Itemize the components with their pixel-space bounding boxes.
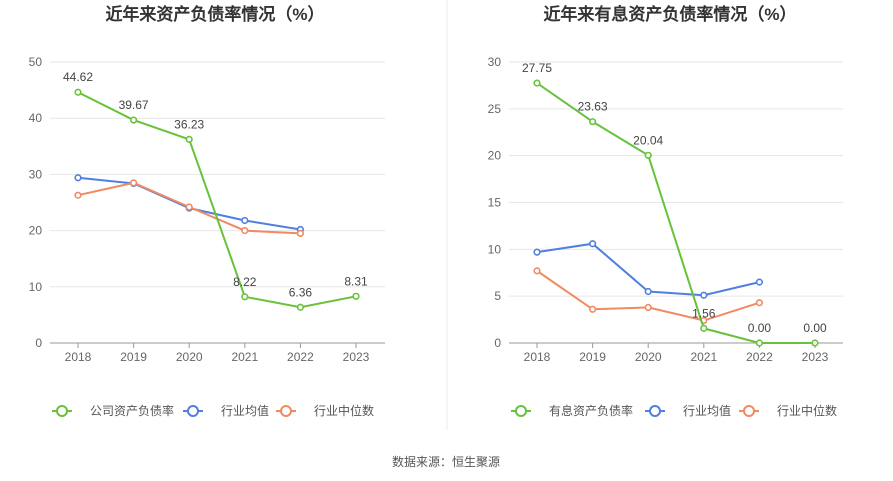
data-point-2 [296, 229, 305, 238]
legend-label-0: 有息资产负债率 [549, 403, 633, 418]
data-point-0 [241, 293, 249, 301]
data-label: 6.36 [289, 285, 313, 299]
data-label: 23.63 [578, 100, 608, 114]
y-tick-label: 0 [494, 336, 501, 350]
legend-label-0: 公司资产负债率 [90, 403, 174, 418]
x-tick-label: 2019 [579, 350, 606, 364]
legend-marker-0 [515, 405, 527, 417]
y-tick-label: 30 [488, 55, 502, 69]
data-point-0 [352, 292, 360, 300]
y-tick-label: 10 [488, 242, 502, 256]
legend-marker-1 [187, 405, 199, 417]
data-label: 8.22 [233, 275, 257, 289]
legend-marker-1 [649, 405, 661, 417]
data-point-0 [185, 135, 193, 143]
data-point-0 [755, 339, 764, 347]
chart-interest-debt-ratio: 近年来有息资产负债率情况（%） 0 5 10 15 20 25 30 2018 2019 2020 2… [488, 4, 843, 418]
data-point-0 [588, 118, 597, 126]
data-point-2 [755, 299, 764, 307]
y-tick-label: 20 [29, 224, 43, 238]
data-label: 44.62 [63, 70, 93, 84]
data-point-1 [533, 248, 541, 256]
y-tick-label: 15 [488, 196, 502, 210]
data-source: 数据来源：恒生聚源 [392, 454, 500, 469]
x-tick-label: 2023 [802, 350, 829, 364]
legend-label-1: 行业均值 [221, 403, 269, 418]
x-tick-label: 2022 [287, 350, 314, 364]
x-tick-label: 2022 [746, 350, 773, 364]
data-point-1 [588, 240, 597, 248]
legend-marker-2 [280, 405, 292, 417]
series-line-1 [536, 242, 760, 297]
data-point-0 [644, 151, 652, 159]
x-tick-label: 2018 [65, 350, 92, 364]
y-tick-label: 50 [29, 55, 43, 69]
x-tick-label: 2018 [524, 350, 551, 364]
data-point-0 [130, 116, 138, 124]
data-point-2 [185, 203, 193, 211]
y-tick-label: 25 [488, 102, 502, 116]
x-tick-label: 2021 [690, 350, 717, 364]
data-label: 36.23 [174, 117, 204, 131]
chart-debt-ratio: 近年来资产负债率情况（%） 0 10 20 30 40 50 2018 2019 2020 2021… [29, 4, 385, 418]
data-point-0 [533, 79, 541, 87]
data-label: 20.04 [633, 133, 663, 147]
legend-label-2: 行业中位数 [314, 403, 374, 418]
data-label: 8.31 [344, 274, 368, 288]
legend-label-2: 行业中位数 [777, 403, 837, 418]
data-label: 1.56 [692, 306, 716, 320]
data-point-0 [74, 88, 82, 96]
data-point-1 [241, 216, 249, 225]
data-point-2 [533, 267, 541, 275]
data-point-0 [811, 339, 819, 347]
data-label: 0.00 [803, 321, 827, 335]
series-line-0 [77, 91, 357, 309]
data-point-0 [296, 303, 305, 311]
x-tick-label: 2020 [635, 350, 662, 364]
data-point-0 [700, 324, 708, 332]
legend-label-1: 行业均值 [683, 403, 731, 418]
y-tick-label: 0 [35, 336, 42, 350]
chart-title: 近年来资产负债率情况（%） [105, 4, 324, 24]
y-tick-label: 20 [488, 149, 502, 163]
y-tick-label: 5 [494, 289, 501, 303]
data-point-1 [700, 291, 708, 299]
legend-marker-0 [56, 405, 68, 417]
data-point-2 [130, 179, 138, 187]
x-tick-label: 2023 [343, 350, 370, 364]
data-point-1 [755, 278, 764, 286]
data-point-2 [588, 305, 597, 313]
data-label: 39.67 [119, 98, 149, 112]
x-tick-label: 2020 [176, 350, 203, 364]
chart-title: 近年来有息资产负债率情况（%） [543, 4, 796, 24]
y-tick-label: 40 [29, 111, 43, 125]
series-line-0 [536, 82, 815, 344]
data-label: 27.75 [522, 61, 552, 75]
x-tick-label: 2021 [231, 350, 258, 364]
legend-marker-2 [743, 405, 755, 417]
data-point-2 [644, 303, 652, 312]
data-label: 0.00 [748, 321, 772, 335]
data-point-2 [241, 227, 249, 235]
data-point-1 [644, 287, 652, 296]
y-tick-label: 30 [29, 167, 43, 181]
x-tick-label: 2019 [120, 350, 147, 364]
y-tick-label: 10 [29, 280, 43, 294]
data-point-2 [74, 191, 82, 199]
data-point-1 [74, 174, 82, 182]
